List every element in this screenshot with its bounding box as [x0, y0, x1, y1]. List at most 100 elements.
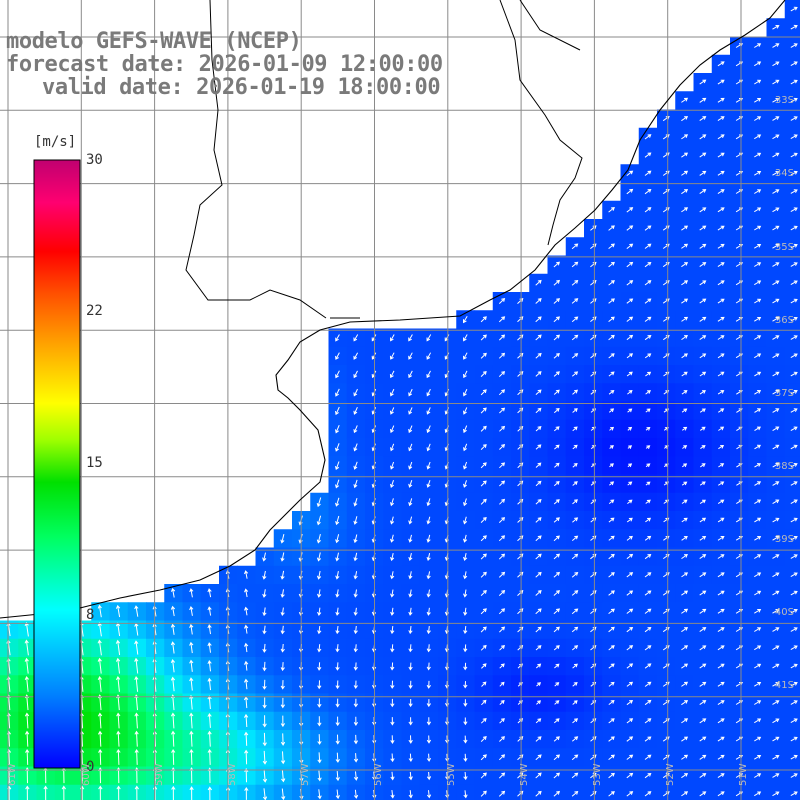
lon-label: 53W — [592, 763, 603, 786]
wind-vector-arrow — [553, 499, 560, 505]
wind-vector-arrow — [335, 789, 340, 800]
wind-vector-arrow — [754, 499, 762, 505]
wind-vector-arrow — [681, 225, 689, 231]
wind-vector-arrow — [790, 517, 798, 523]
wind-vector-arrow — [681, 116, 689, 122]
wind-vector-arrow — [353, 552, 358, 562]
wind-vector-arrow — [335, 388, 340, 397]
wind-vector-arrow — [717, 243, 725, 249]
wind-vector-arrow — [207, 748, 212, 765]
wind-vector-arrow — [754, 134, 762, 140]
colorbar-gradient — [33, 159, 81, 769]
wind-vector-arrow — [717, 773, 725, 779]
wind-vector-arrow — [772, 718, 780, 724]
wind-vector-arrow — [317, 625, 322, 635]
wind-vector-arrow — [316, 570, 322, 580]
wind-vector-arrow — [681, 554, 688, 560]
wind-vector-arrow — [717, 517, 725, 523]
wind-vector-arrow — [335, 680, 340, 690]
wind-vector-arrow — [207, 624, 212, 635]
wind-vector-arrow — [571, 608, 579, 615]
wind-vector-arrow — [480, 480, 487, 487]
wind-vector-arrow — [408, 571, 413, 580]
wind-vector-arrow — [608, 298, 615, 304]
wind-vector-arrow — [754, 736, 762, 742]
wind-vector-arrow — [718, 426, 725, 431]
wind-vector-arrow — [644, 188, 652, 195]
wind-vector-arrow — [517, 626, 524, 633]
wind-vector-arrow — [754, 554, 762, 559]
wind-vector-arrow — [480, 370, 487, 377]
wind-speed-cell — [784, 365, 800, 384]
lon-label: 57W — [300, 763, 311, 786]
wind-vector-arrow — [353, 497, 358, 507]
wind-vector-arrow — [772, 481, 780, 486]
wind-vector-arrow — [426, 735, 432, 744]
wind-vector-arrow — [426, 425, 431, 434]
wind-vector-arrow — [463, 534, 468, 543]
wind-vector-arrow — [699, 608, 707, 614]
wind-vector-arrow — [498, 772, 506, 779]
wind-vector-arrow — [244, 660, 249, 671]
wind-vector-arrow — [517, 371, 524, 377]
wind-vector-arrow — [754, 353, 762, 359]
wind-vector-arrow — [535, 426, 542, 432]
wind-vector-arrow — [627, 408, 633, 413]
wind-vector-arrow — [243, 678, 249, 690]
wind-vector-arrow — [535, 571, 542, 578]
wind-vector-arrow — [571, 280, 579, 286]
wind-vector-arrow — [499, 736, 505, 742]
wind-vector-arrow — [498, 553, 506, 560]
wind-vector-arrow — [463, 516, 468, 525]
wind-vector-arrow — [389, 370, 395, 379]
wind-vector-arrow — [390, 480, 395, 488]
wind-vector-arrow — [790, 79, 798, 85]
wind-vector-arrow — [353, 644, 358, 653]
wind-vector-arrow — [480, 498, 487, 505]
wind-vector-arrow — [480, 407, 487, 414]
wind-vector-arrow — [572, 499, 578, 505]
wind-vector-arrow — [626, 298, 634, 304]
wind-vector-arrow — [626, 225, 634, 231]
wind-vector-arrow — [718, 463, 725, 468]
wind-vector-arrow — [700, 426, 706, 431]
wind-vector-arrow — [644, 699, 652, 706]
wind-vector-arrow — [463, 316, 468, 324]
wind-vector-arrow — [790, 189, 798, 194]
wind-vector-arrow — [772, 390, 780, 395]
wind-vector-arrow — [463, 571, 468, 580]
wind-vector-arrow — [390, 735, 395, 744]
lat-label: 38S — [774, 461, 794, 472]
wind-vector-arrow — [553, 480, 560, 487]
wind-vector-arrow — [790, 43, 798, 48]
wind-vector-arrow — [24, 675, 29, 692]
wind-vector-arrow — [754, 408, 762, 413]
wind-vector-arrow — [772, 408, 780, 413]
wind-vector-arrow — [699, 225, 707, 231]
wind-vector-arrow — [772, 298, 780, 304]
wind-speed-cell — [784, 730, 800, 749]
wind-vector-arrow — [189, 748, 194, 765]
wind-vector-arrow — [572, 517, 579, 523]
wind-vector-arrow — [498, 608, 506, 615]
wind-speed-cell — [784, 109, 800, 129]
wind-vector-arrow — [572, 408, 578, 413]
model-title: modelo GEFS-WAVE (NCEP) — [6, 29, 302, 54]
wind-vector-arrow — [463, 717, 468, 726]
wind-vector-arrow — [426, 626, 431, 635]
wind-vector-arrow — [608, 663, 615, 669]
wind-vector-arrow — [262, 661, 267, 672]
wind-vector-arrow — [699, 791, 707, 797]
wind-vector-arrow — [390, 753, 395, 763]
wind-vector-arrow — [699, 645, 707, 651]
wind-vector-arrow — [572, 663, 578, 669]
wind-vector-arrow — [772, 335, 780, 340]
wind-vector-arrow — [790, 335, 798, 340]
wind-speed-cell — [784, 219, 800, 238]
wind-vector-arrow — [535, 389, 542, 395]
wind-vector-arrow — [554, 682, 560, 687]
wind-vector-arrow — [244, 570, 249, 579]
wind-vector-arrow — [626, 371, 633, 377]
wind-vector-arrow — [608, 334, 615, 341]
